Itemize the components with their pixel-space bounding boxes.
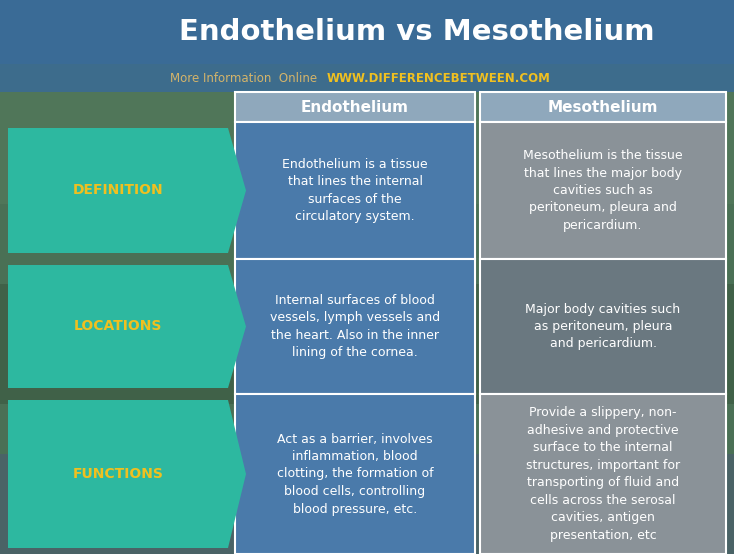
Text: WWW.DIFFERENCEBETWEEN.COM: WWW.DIFFERENCEBETWEEN.COM — [327, 71, 551, 85]
FancyBboxPatch shape — [480, 92, 726, 122]
FancyBboxPatch shape — [0, 0, 734, 64]
Polygon shape — [8, 128, 246, 253]
FancyBboxPatch shape — [235, 122, 475, 259]
FancyBboxPatch shape — [235, 394, 475, 554]
Text: DEFINITION: DEFINITION — [73, 183, 163, 197]
FancyBboxPatch shape — [0, 0, 734, 204]
FancyBboxPatch shape — [0, 454, 734, 554]
Text: LOCATIONS: LOCATIONS — [74, 320, 162, 334]
Text: Act as a barrier, involves
inflammation, blood
clotting, the formation of
blood : Act as a barrier, involves inflammation,… — [277, 433, 433, 516]
Polygon shape — [8, 265, 246, 388]
Text: Endothelium vs Mesothelium: Endothelium vs Mesothelium — [179, 18, 655, 46]
FancyBboxPatch shape — [480, 122, 726, 259]
FancyBboxPatch shape — [480, 259, 726, 394]
Text: Mesothelium is the tissue
that lines the major body
cavities such as
peritoneum,: Mesothelium is the tissue that lines the… — [523, 149, 683, 232]
Text: Endothelium is a tissue
that lines the internal
surfaces of the
circulatory syst: Endothelium is a tissue that lines the i… — [282, 158, 428, 223]
FancyBboxPatch shape — [0, 284, 734, 404]
FancyBboxPatch shape — [0, 64, 734, 92]
Text: Internal surfaces of blood
vessels, lymph vessels and
the heart. Also in the inn: Internal surfaces of blood vessels, lymp… — [270, 294, 440, 359]
Text: Provide a slippery, non-
adhesive and protective
surface to the internal
structu: Provide a slippery, non- adhesive and pr… — [526, 406, 680, 542]
FancyBboxPatch shape — [480, 394, 726, 554]
Text: More Information  Online: More Information Online — [170, 71, 317, 85]
FancyBboxPatch shape — [235, 92, 475, 122]
Polygon shape — [8, 400, 246, 548]
Text: Mesothelium: Mesothelium — [548, 100, 658, 115]
Text: Endothelium: Endothelium — [301, 100, 409, 115]
Text: FUNCTIONS: FUNCTIONS — [73, 467, 164, 481]
FancyBboxPatch shape — [235, 259, 475, 394]
Text: Major body cavities such
as peritoneum, pleura
and pericardium.: Major body cavities such as peritoneum, … — [526, 302, 680, 351]
